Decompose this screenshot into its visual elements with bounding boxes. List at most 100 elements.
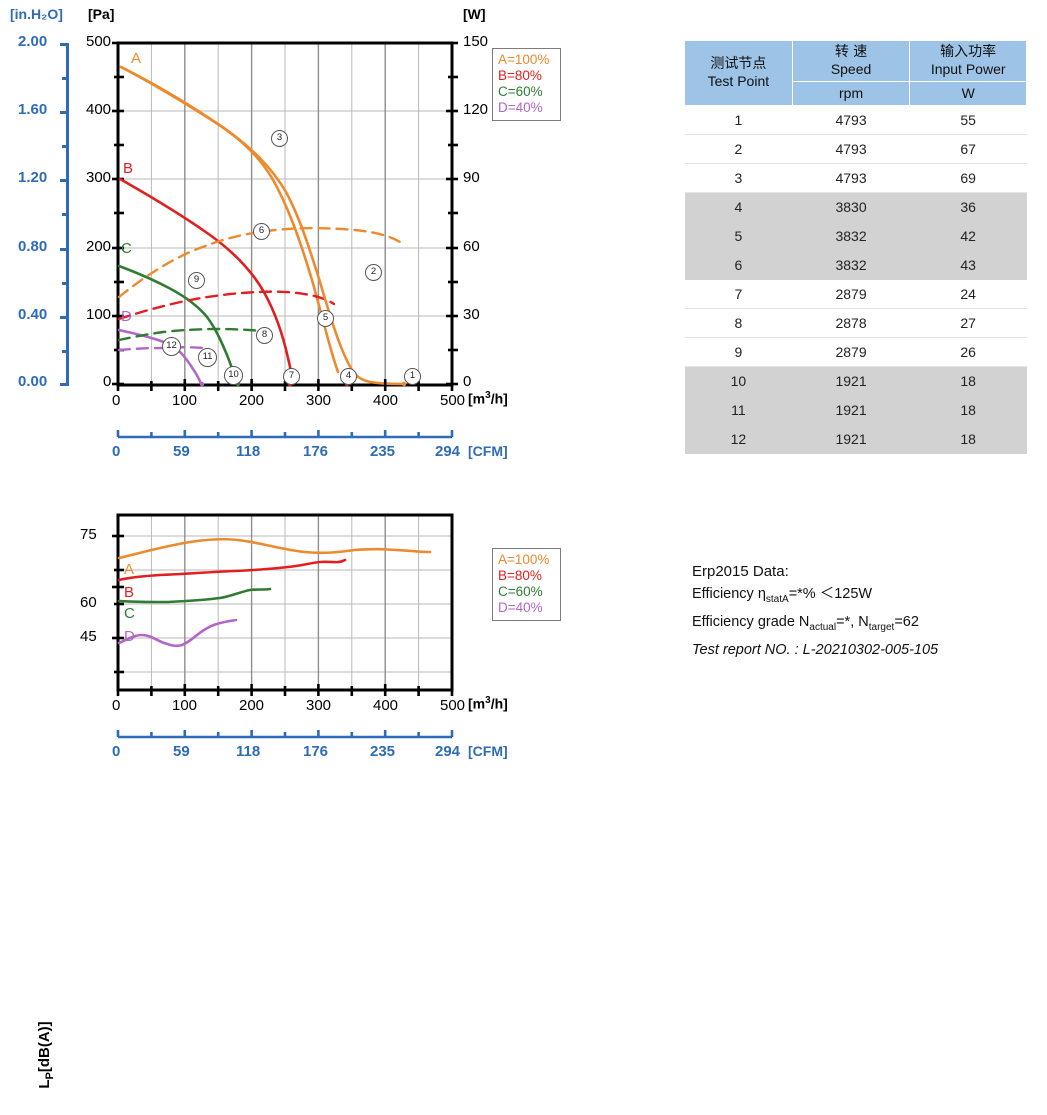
noise-legend: A=100% B=80% C=60% D=40%	[492, 548, 561, 621]
curve-label-b: B	[123, 160, 134, 177]
callout-7: 7	[283, 368, 300, 385]
cfm-tick-4: 235	[370, 443, 396, 460]
curve-label-d: D	[121, 308, 132, 325]
table-row: 11 1921 18	[684, 395, 1027, 425]
table-row: 12 1921 18	[684, 424, 1027, 454]
x-tick-0: 0	[112, 392, 121, 409]
cell-speed: 3832	[792, 221, 910, 251]
noise-cfm-tick-3: 176	[303, 743, 329, 760]
legend-item-b: B=80%	[498, 68, 542, 83]
callout-1: 1	[404, 368, 421, 385]
left-inner-unit-label: [Pa]	[88, 6, 115, 22]
cell-power: 27	[909, 308, 1027, 338]
x-tick-1: 100	[172, 392, 198, 409]
legend-item-a: A=100%	[498, 52, 550, 67]
right-tick-5: 0	[463, 373, 472, 390]
callout-4: 4	[340, 368, 357, 385]
noise-cfm-tick-2: 118	[236, 743, 261, 760]
table-row: 5 3832 42	[684, 221, 1027, 251]
noise-x-tick-3: 300	[306, 697, 332, 714]
unit-speed: rpm	[791, 81, 911, 106]
callout-9: 9	[188, 272, 205, 289]
noise-cfm-tick-1: 59	[173, 743, 190, 760]
table-header-row: 测试节点 Test Point 转 速 Speed 输入功率 Input Pow…	[684, 40, 1027, 106]
cell-power: 55	[909, 105, 1027, 135]
table-row: 10 1921 18	[684, 366, 1027, 396]
callout-5: 5	[317, 310, 334, 327]
right-unit-label: [W]	[463, 6, 486, 22]
noise-legend-item-c: C=60%	[498, 584, 543, 599]
left-outer-tick-4: 0.40	[18, 306, 48, 323]
right-tick-4: 30	[463, 306, 480, 323]
cell-power: 18	[909, 395, 1027, 425]
cfm-tick-0: 0	[112, 443, 121, 460]
noise-y-axis-title: LP[dB(A)]	[36, 1021, 56, 1089]
callout-11: 11	[198, 348, 217, 367]
callout-10: 10	[224, 366, 243, 385]
callout-12: 12	[162, 337, 181, 356]
left-inner-tick-4: 100	[86, 306, 112, 323]
erp-grade-line: Efficiency grade Nactual=*, Ntarget=62	[692, 613, 919, 633]
callout-2: 2	[365, 264, 382, 281]
callout-6: 6	[253, 223, 270, 240]
noise-legend-item-b: B=80%	[498, 568, 542, 583]
left-outer-tick-5: 0.00	[18, 373, 48, 390]
header-power-cn: 输入功率	[940, 44, 997, 60]
left-outer-unit-label: [in.H₂O]	[10, 6, 63, 22]
cell-speed: 1921	[792, 424, 910, 454]
noise-cfm-tick-4: 235	[370, 743, 396, 760]
noise-y-tick-1: 60	[80, 594, 97, 611]
header-test-point: 测试节点 Test Point	[684, 40, 793, 106]
performance-chart: [in.H₂O] [Pa] [W] 2.00 1.60 1.20 0.80 0.…	[0, 0, 600, 480]
cell-speed: 1921	[792, 395, 910, 425]
table-row: 8 2878 27	[684, 308, 1027, 338]
cell-power: 18	[909, 424, 1027, 454]
x-tick-2: 200	[239, 392, 265, 409]
left-inner-tick-0: 500	[86, 33, 112, 50]
left-outer-tick-1: 1.60	[18, 101, 48, 118]
cell-speed: 3832	[792, 250, 910, 280]
curve-label-c: C	[121, 240, 132, 257]
noise-x-unit-label: [m3/h]	[468, 695, 508, 712]
cell-point: 7	[684, 279, 793, 309]
cell-point: 10	[684, 366, 793, 396]
noise-x-tick-2: 200	[239, 697, 265, 714]
cell-point: 2	[684, 134, 793, 164]
noise-legend-item-d: D=40%	[498, 600, 543, 615]
table-row: 7 2879 24	[684, 279, 1027, 309]
header-test-point-cn: 测试节点	[710, 56, 767, 72]
header-power-en: Input Power	[930, 61, 1006, 77]
cell-point: 9	[684, 337, 793, 367]
noise-x-tick-0: 0	[112, 697, 121, 714]
cell-speed: 4793	[792, 105, 910, 135]
noise-curve-label-b: B	[124, 584, 135, 601]
x-tick-4: 400	[373, 392, 399, 409]
cell-speed: 2878	[792, 308, 910, 338]
performance-plot	[112, 41, 458, 391]
unit-power: W	[909, 81, 1027, 106]
cfm-tick-2: 118	[236, 443, 261, 460]
legend-item-c: C=60%	[498, 84, 543, 99]
x-tick-5: 500	[440, 392, 466, 409]
cfm-axis	[116, 430, 454, 439]
cell-power: 26	[909, 337, 1027, 367]
noise-y-tick-2: 45	[80, 628, 97, 645]
cfm-tick-5: 294	[435, 443, 461, 460]
right-tick-3: 60	[463, 238, 480, 255]
legend-item-d: D=40%	[498, 100, 543, 115]
cell-point: 5	[684, 221, 793, 251]
table-units-row: rpm W	[685, 81, 1027, 106]
spec-table-wrapper: 测试节点 Test Point 转 速 Speed 输入功率 Input Pow…	[684, 40, 1027, 454]
noise-curve-label-c: C	[124, 605, 135, 622]
table-row: 6 3832 43	[684, 250, 1027, 280]
x-unit-label: [m3/h]	[468, 390, 508, 407]
cell-power: 42	[909, 221, 1027, 251]
performance-legend: A=100% B=80% C=60% D=40%	[492, 48, 561, 121]
callout-8: 8	[256, 327, 273, 344]
table-row: 4 3830 36	[684, 192, 1027, 222]
noise-x-tick-5: 500	[440, 697, 466, 714]
header-speed-en: Speed	[830, 61, 872, 77]
cell-point: 8	[684, 308, 793, 338]
cell-power: 24	[909, 279, 1027, 309]
table-row: 3 4793 69	[684, 163, 1027, 193]
